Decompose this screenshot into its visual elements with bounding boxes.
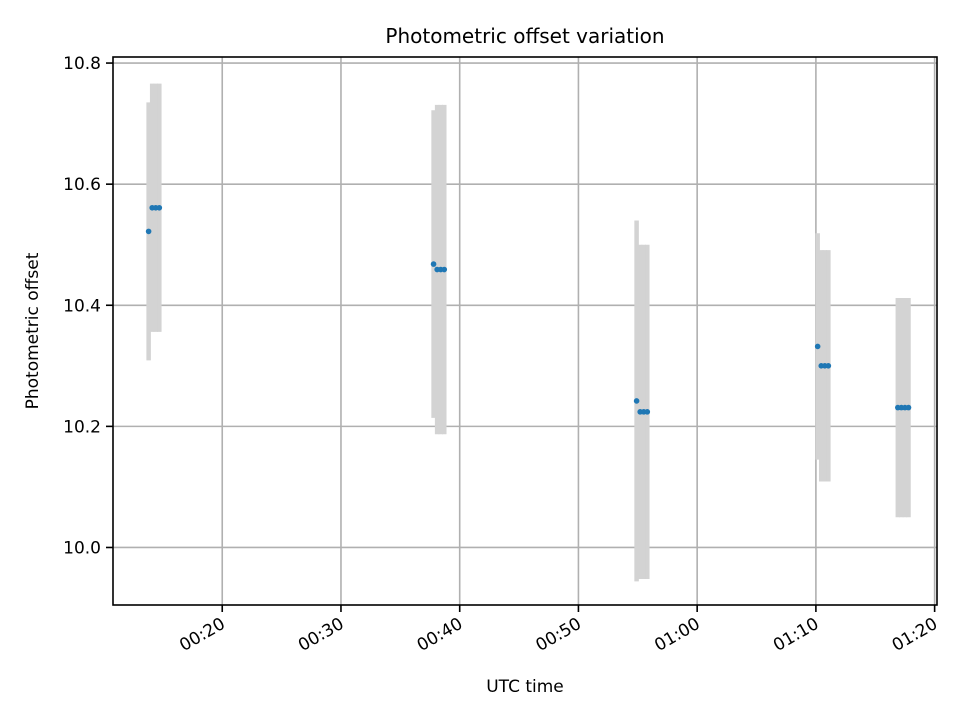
grid-lines — [113, 57, 937, 605]
data-point — [430, 261, 437, 267]
chart-title: Photometric offset variation — [385, 24, 664, 48]
y-axis-title: Photometric offset — [23, 252, 43, 409]
y-tick-label: 10.2 — [63, 417, 101, 437]
data-point — [145, 228, 152, 235]
x-axis-title: UTC time — [486, 677, 564, 697]
y-tick-label: 10.8 — [63, 54, 101, 74]
data-point — [905, 404, 912, 411]
y-tick-label: 10.4 — [63, 296, 101, 316]
y-tick-label: 10.0 — [63, 538, 101, 558]
data-point — [441, 266, 448, 273]
data-points — [145, 204, 912, 415]
plot-frame — [112, 56, 938, 606]
data-point — [644, 409, 651, 415]
data-point — [825, 363, 832, 369]
y-tick-label: 10.6 — [63, 175, 101, 195]
data-point — [156, 204, 163, 211]
data-point — [814, 343, 821, 350]
data-point — [633, 398, 640, 404]
